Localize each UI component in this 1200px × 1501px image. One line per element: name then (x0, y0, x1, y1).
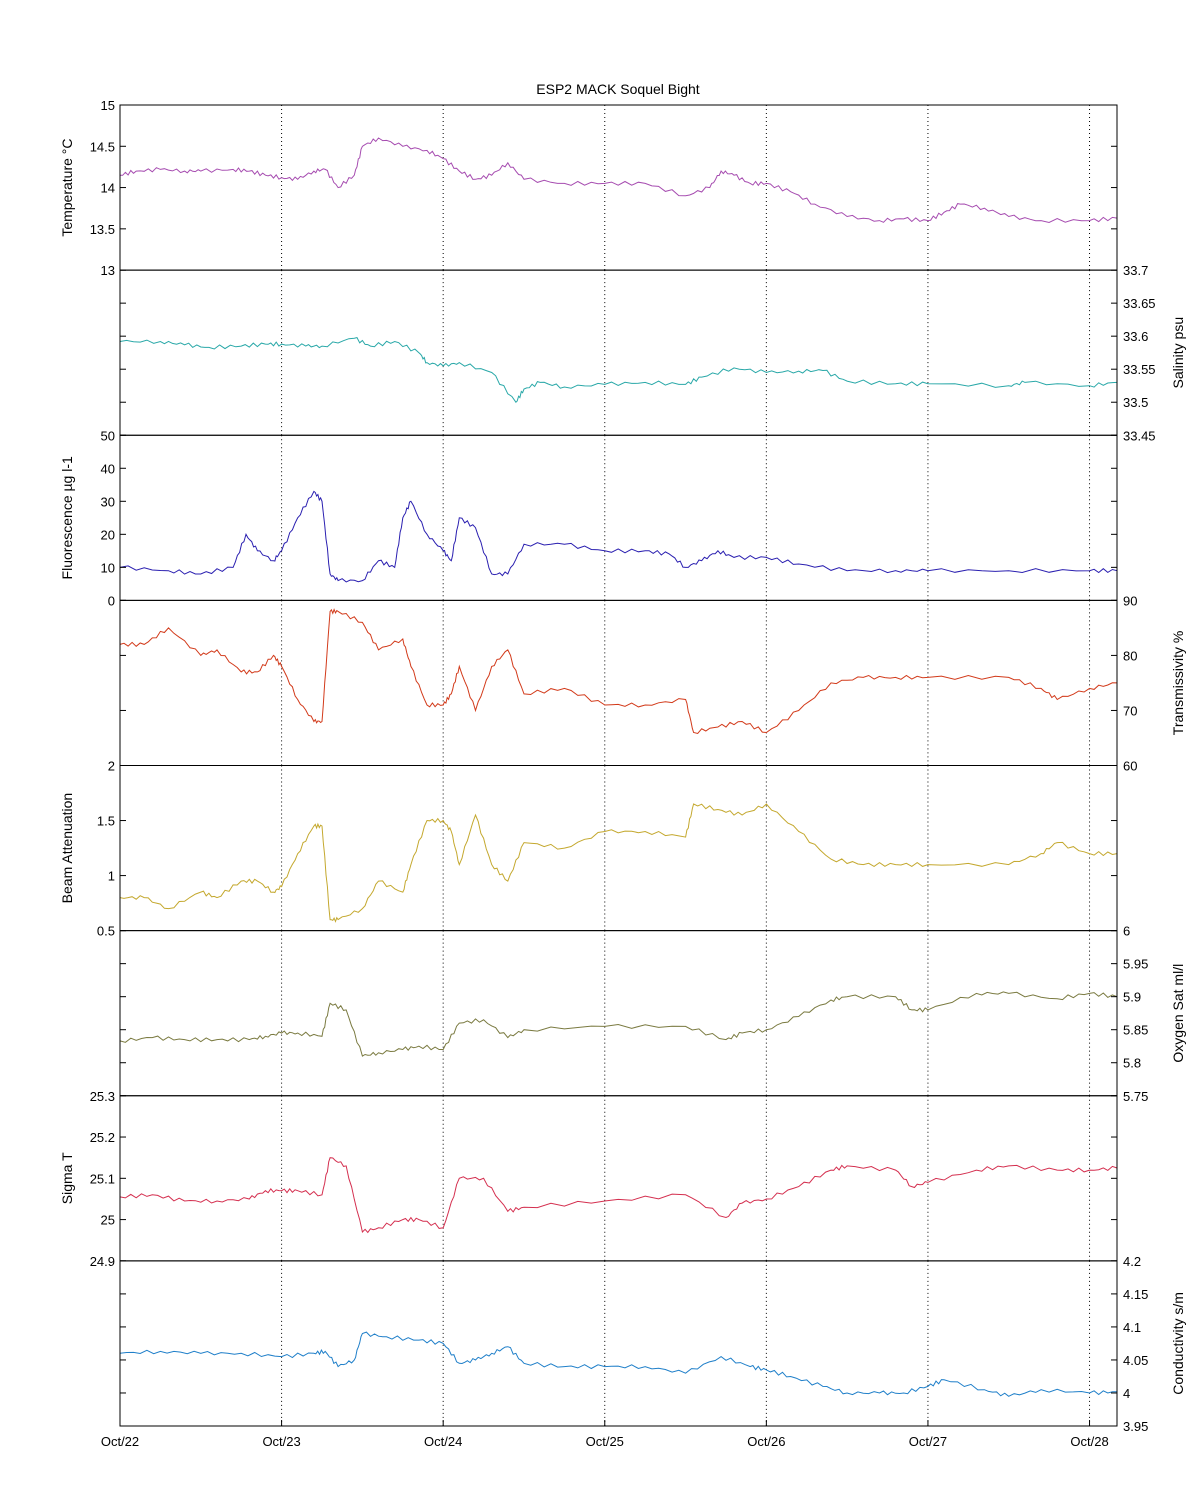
beam_attenuation-axis-label: Beam Attenuation (59, 793, 75, 904)
y-tick-label: 5.75 (1123, 1089, 1148, 1104)
x-tick-label: Oct/25 (586, 1434, 624, 1449)
beam_attenuation-series-line (119, 803, 1118, 923)
y-tick-label: 5.85 (1123, 1023, 1148, 1038)
panel-frame (119, 1260, 1118, 1427)
y-tick-label: 5.9 (1123, 990, 1141, 1005)
sigma_t-series-line (119, 1157, 1118, 1234)
y-tick-label: 14 (101, 181, 115, 196)
y-tick-label: 2 (108, 759, 115, 774)
y-tick-label: 5.95 (1123, 957, 1148, 972)
y-tick-label: 6 (1123, 924, 1130, 939)
x-tick-label: Oct/27 (909, 1434, 947, 1449)
y-tick-label: 40 (101, 461, 115, 476)
y-tick-label: 33.6 (1123, 329, 1148, 344)
x-tick-label: Oct/26 (747, 1434, 785, 1449)
panel-beam_attenuation: 0.5 1 1.5 2 Beam Attenuation (59, 759, 1118, 939)
y-tick-label: 90 (1123, 593, 1137, 608)
transmissivity-series-line (119, 608, 1118, 735)
x-tick-label: Oct/28 (1070, 1434, 1108, 1449)
y-tick-label: 33.5 (1123, 395, 1148, 410)
panel-conductivity: 3.95 4 4.05 4.1 4.15 4.2 Conductivity s/m (119, 1254, 1186, 1434)
sigma_t-axis-label: Sigma T (59, 1152, 75, 1204)
y-tick-label: 20 (101, 527, 115, 542)
x-tick-label: Oct/24 (424, 1434, 462, 1449)
y-tick-label: 3.95 (1123, 1419, 1148, 1434)
y-tick-label: 33.65 (1123, 296, 1156, 311)
y-tick-label: 50 (101, 428, 115, 443)
conductivity-series-line (119, 1331, 1118, 1397)
temperature-axis-label: Temperature °C (59, 138, 75, 236)
y-tick-label: 33.45 (1123, 428, 1156, 443)
y-tick-label: 25.1 (90, 1171, 115, 1186)
salinity-series-line (119, 337, 1118, 403)
panel-sigma_t: 24.9 25 25.1 25.2 25.3 Sigma T (59, 1089, 1118, 1269)
conductivity-axis-label: Conductivity s/m (1170, 1292, 1186, 1395)
y-tick-label: 33.55 (1123, 362, 1156, 377)
y-tick-label: 0.5 (97, 924, 115, 939)
x-axis: Oct/22 Oct/23 Oct/24 Oct/25 Oct/26 Oct/27 Oct/… (101, 1420, 1109, 1449)
oxygen_sat-axis-label: Oxygen Sat ml/l (1170, 964, 1186, 1063)
y-tick-label: 33.7 (1123, 263, 1148, 278)
y-tick-label: 0 (108, 593, 115, 608)
y-tick-label: 30 (101, 494, 115, 509)
y-tick-label: 5.8 (1123, 1056, 1141, 1071)
fluorescence-series-line (119, 490, 1118, 583)
y-tick-label: 60 (1123, 759, 1137, 774)
y-tick-label: 1 (108, 869, 115, 884)
oxygen_sat-series-line (119, 991, 1118, 1057)
temperature-series-line (119, 137, 1118, 224)
y-tick-label: 4.2 (1123, 1254, 1141, 1269)
salinity-axis-label: Salinity psu (1170, 317, 1186, 389)
panel-transmissivity: 60 70 80 90 Transmissivity % (119, 593, 1186, 774)
y-tick-label: 80 (1123, 648, 1137, 663)
y-tick-label: 70 (1123, 703, 1137, 718)
figure-title: ESP2 MACK Soquel Bight (536, 81, 700, 97)
y-tick-label: 25.3 (90, 1089, 115, 1104)
y-tick-label: 4.15 (1123, 1287, 1148, 1302)
y-tick-label: 1.5 (97, 814, 115, 829)
x-tick-label: Oct/23 (262, 1434, 300, 1449)
x-tick-label: Oct/22 (101, 1434, 139, 1449)
y-tick-label: 13 (101, 263, 115, 278)
y-tick-label: 13.5 (90, 222, 115, 237)
y-tick-label: 25 (101, 1213, 115, 1228)
y-tick-label: 10 (101, 560, 115, 575)
y-tick-label: 14.5 (90, 139, 115, 154)
fluorescence-axis-label: Fluorescence µg l-1 (59, 456, 75, 579)
y-tick-label: 4 (1123, 1386, 1130, 1401)
transmissivity-axis-label: Transmissivity % (1170, 631, 1186, 736)
y-tick-label: 4.1 (1123, 1320, 1141, 1335)
y-tick-label: 25.2 (90, 1130, 115, 1145)
y-tick-label: 15 (101, 98, 115, 113)
panel-oxygen_sat: 5.75 5.8 5.85 5.9 5.95 6 Oxygen Sat ml/l (119, 924, 1186, 1104)
y-tick-label: 24.9 (90, 1254, 115, 1269)
y-tick-label: 4.05 (1123, 1353, 1148, 1368)
